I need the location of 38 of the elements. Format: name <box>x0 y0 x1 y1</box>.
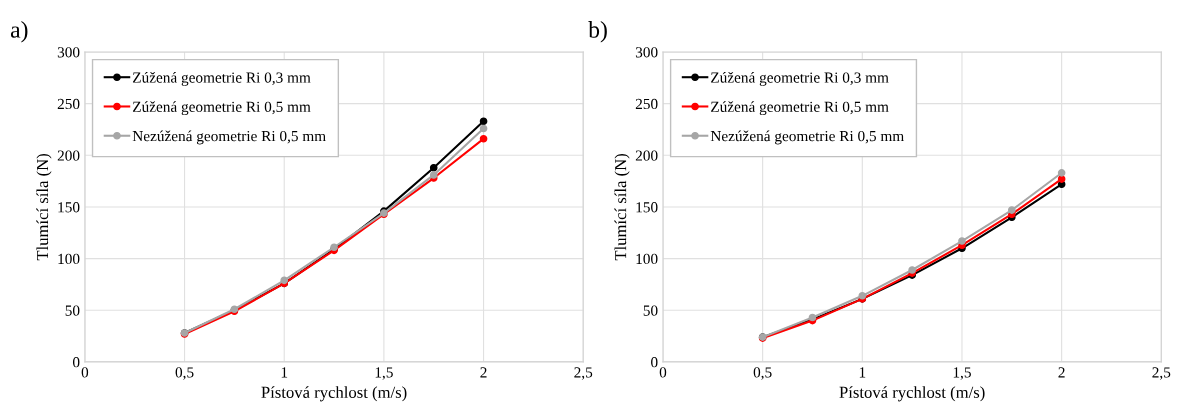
y-tick-label: 200 <box>57 150 80 161</box>
y-tick-label: 150 <box>58 202 80 213</box>
y-tick-label: 0 <box>72 357 80 368</box>
x-tick-label: 1,5 <box>953 367 971 380</box>
legend-label: Zúžená geometrie Ri 0,5 mm <box>711 101 889 116</box>
y-tick-label: 250 <box>57 98 80 110</box>
x-tick-label: 1 <box>281 367 288 378</box>
legend-label: Zúžená geometrie Ri 0,3 mm <box>711 71 889 86</box>
y-tick-label: 100 <box>636 253 658 265</box>
y-tick-label: 250 <box>635 98 658 110</box>
y-tick-label: 300 <box>635 47 658 58</box>
y-axis-title: Tlumící síla (N) <box>614 154 630 261</box>
y-tick-label: 150 <box>636 202 658 213</box>
y-axis-title: Tlumící síla (N) <box>36 154 52 261</box>
x-tick-label: 2,5 <box>1152 367 1171 380</box>
chart-title: b) <box>588 21 607 43</box>
x-tick-label: 2 <box>480 367 487 378</box>
y-tick-label: 0 <box>651 357 658 368</box>
x-tick-label: 0 <box>659 367 667 378</box>
x-tick-label: 2 <box>1058 367 1065 378</box>
x-axis-title: Pístová rychlost (m/s) <box>261 386 407 402</box>
legend-label: Nezúžená geometrie Ri 0,5 mm <box>132 130 326 145</box>
x-tick-label: 1 <box>859 367 866 378</box>
x-tick-label: 1,5 <box>375 367 393 380</box>
legend-label: Zúžená geometrie Ri 0,5 mm <box>132 101 311 116</box>
y-tick-label: 200 <box>635 150 658 161</box>
legend-label: Zúžená geometrie Ri 0,3 mm <box>132 71 311 86</box>
y-tick-label: 300 <box>57 47 80 58</box>
y-tick-label: 100 <box>58 253 80 265</box>
x-axis-title: Pístová rychlost (m/s) <box>839 386 985 402</box>
chart-title: a) <box>10 21 28 43</box>
y-tick-label: 50 <box>643 305 658 316</box>
x-tick-label: 0,5 <box>753 367 772 380</box>
legend-label: Nezúžená geometrie Ri 0,5 mm <box>710 130 904 145</box>
x-tick-label: 2,5 <box>574 367 593 380</box>
y-tick-label: 50 <box>65 305 80 316</box>
x-tick-label: 0,5 <box>175 367 194 380</box>
x-tick-label: 0 <box>81 367 89 378</box>
